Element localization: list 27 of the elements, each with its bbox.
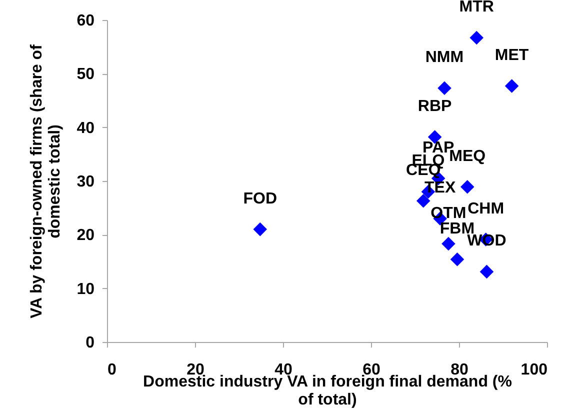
point: [480, 264, 494, 279]
x-tick-label: 100: [520, 362, 548, 378]
y-tick-label: 10: [76, 280, 95, 298]
y-axis-title: VA by foreign-owned firms (share of domestic total): [28, 44, 64, 318]
x-tick-label: 80: [450, 362, 468, 378]
annotation: CHM: [468, 200, 504, 218]
point: [253, 222, 268, 236]
y-tick-label: 60: [76, 12, 95, 30]
point: [504, 79, 519, 93]
y-tick-label: 50: [76, 66, 95, 84]
point: [416, 194, 430, 208]
point: [460, 180, 474, 194]
annotation: NMM: [425, 49, 464, 66]
annotation: FOD: [243, 190, 278, 208]
x-tick-label: 0: [108, 362, 116, 378]
y-tick-label: 40: [76, 120, 95, 137]
point: [438, 81, 452, 96]
annotation: RBP: [418, 98, 452, 115]
point: [450, 252, 464, 266]
annotation: MET: [494, 47, 529, 64]
annotation: MTR: [459, 0, 494, 16]
annotation: OTM: [430, 204, 466, 222]
point: [442, 236, 456, 251]
point: [470, 30, 484, 45]
y-tick-label: 20: [76, 227, 95, 244]
y-tick-label: 30: [76, 174, 95, 190]
y-tick-label: 0: [86, 334, 95, 352]
